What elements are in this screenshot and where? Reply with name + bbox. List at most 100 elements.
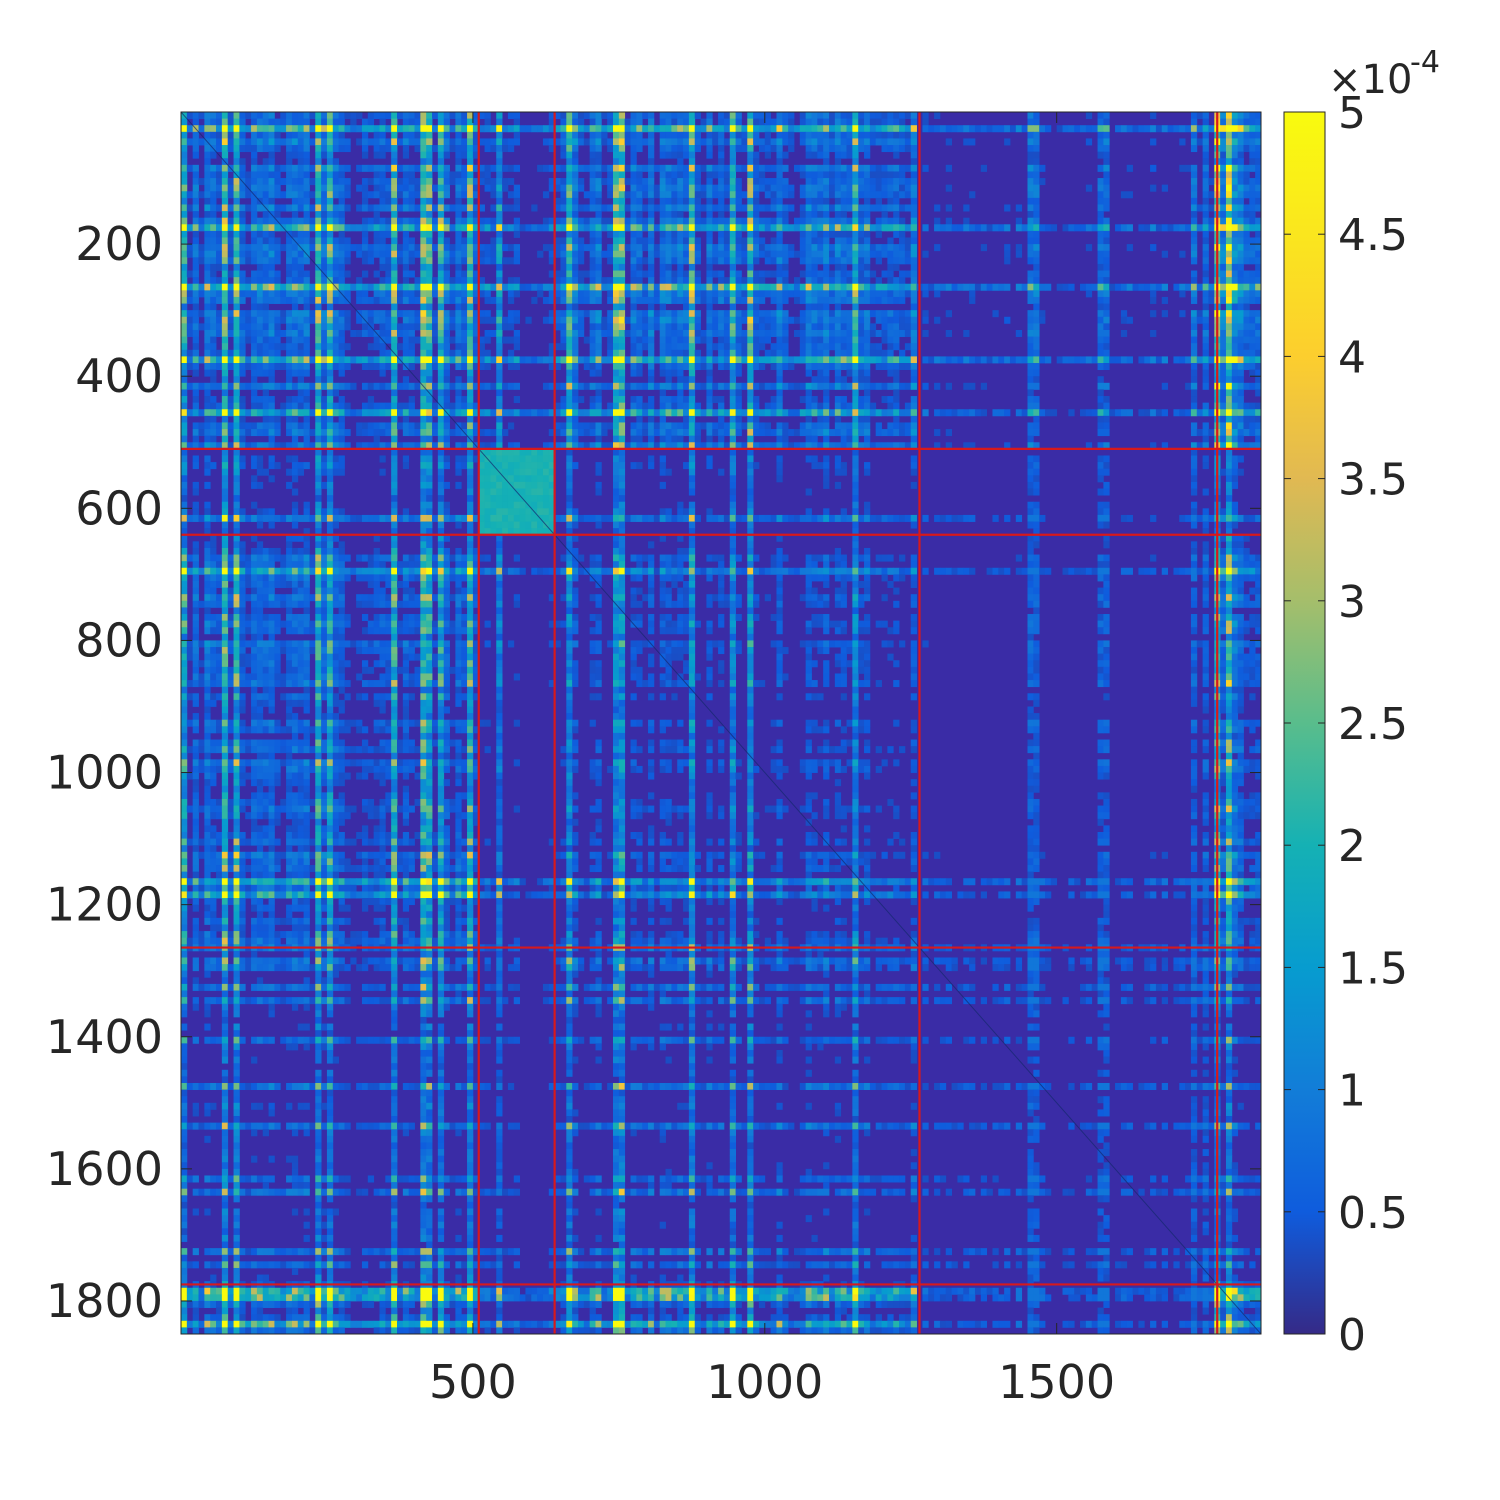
heatmap-cell	[805, 197, 812, 205]
heatmap-cell	[875, 118, 882, 126]
heatmap-cell	[204, 118, 211, 126]
heatmap-cell	[490, 244, 497, 252]
heatmap-cell	[899, 323, 906, 331]
heatmap-cell	[256, 217, 264, 225]
heatmap-cell	[846, 283, 853, 291]
heatmap-cell	[823, 211, 830, 219]
heatmap-cell	[443, 396, 450, 404]
heatmap-cell	[262, 125, 269, 133]
heatmap-cell	[980, 224, 988, 232]
heatmap-cell	[823, 138, 830, 146]
heatmap-cell	[1161, 356, 1168, 364]
heatmap-cell	[566, 382, 573, 390]
heatmap-cell	[840, 396, 847, 404]
heatmap-cell	[286, 204, 293, 212]
heatmap-cell	[840, 164, 847, 172]
heatmap-cell	[420, 217, 427, 225]
heatmap-cell	[1225, 230, 1233, 238]
heatmap-cell	[391, 382, 398, 390]
heatmap-cell	[834, 217, 842, 225]
heatmap-cell	[385, 250, 392, 258]
heatmap-cell	[834, 303, 842, 311]
heatmap-cell	[864, 224, 871, 232]
heatmap-cell	[805, 316, 812, 324]
heatmap-cell	[262, 197, 269, 205]
heatmap-cell	[1249, 290, 1256, 298]
heatmap-cell	[864, 151, 871, 159]
heatmap-cell	[1220, 191, 1227, 199]
heatmap-cell	[852, 349, 859, 357]
heatmap-cell	[256, 164, 264, 172]
heatmap-cell	[426, 211, 433, 219]
heatmap-cell	[262, 131, 269, 139]
heatmap-cell	[899, 244, 906, 252]
heatmap-cell	[1190, 323, 1198, 331]
heatmap-cell	[449, 349, 456, 357]
heatmap-cell	[671, 369, 678, 377]
heatmap-cell	[1103, 217, 1110, 225]
heatmap-cell	[817, 310, 824, 318]
heatmap-cell	[747, 145, 754, 153]
heatmap-cell	[408, 296, 415, 304]
heatmap-cell	[1202, 283, 1209, 291]
heatmap-cell	[315, 131, 322, 139]
heatmap-cell	[1080, 356, 1087, 364]
heatmap-cell	[1144, 356, 1151, 364]
heatmap-cell	[1249, 131, 1256, 139]
heatmap-cell	[484, 316, 491, 324]
heatmap-cell	[484, 363, 491, 371]
heatmap-cell	[280, 178, 287, 186]
heatmap-cell	[443, 270, 450, 278]
heatmap-cell	[402, 171, 410, 179]
heatmap-cell	[251, 217, 258, 225]
heatmap-cell	[817, 343, 824, 351]
heatmap-cell	[408, 382, 415, 390]
heatmap-cell	[776, 296, 783, 304]
heatmap-cell	[607, 296, 614, 304]
heatmap-cell	[262, 217, 269, 225]
heatmap-cell	[233, 329, 240, 337]
heatmap-cell	[315, 376, 322, 384]
heatmap-cell	[496, 158, 503, 166]
heatmap-cell	[630, 211, 637, 219]
heatmap-cell	[665, 363, 672, 371]
heatmap-cell	[1039, 316, 1046, 324]
heatmap-cell	[589, 237, 596, 245]
heatmap-cell	[735, 316, 742, 324]
heatmap-cell	[443, 356, 450, 364]
heatmap-cell	[1225, 224, 1233, 232]
heatmap-cell	[496, 349, 503, 357]
heatmap-cell	[1033, 164, 1040, 172]
heatmap-cell	[910, 191, 917, 199]
heatmap-cell	[1237, 270, 1244, 278]
heatmap-cell	[706, 349, 713, 357]
heatmap-cell	[502, 204, 509, 212]
heatmap-cell	[233, 277, 240, 285]
heatmap-cell	[1225, 131, 1233, 139]
heatmap-cell	[1167, 125, 1174, 133]
heatmap-cell	[256, 178, 264, 186]
heatmap-cell	[449, 283, 456, 291]
heatmap-cell	[402, 382, 410, 390]
heatmap-cell	[554, 283, 561, 291]
heatmap-cell	[864, 184, 871, 192]
heatmap-cell	[1115, 224, 1122, 232]
heatmap-cell	[718, 396, 725, 404]
heatmap-cell	[776, 145, 783, 153]
heatmap-cell	[875, 131, 882, 139]
heatmap-cell	[659, 283, 666, 291]
heatmap-cell	[280, 329, 287, 337]
heatmap-cell	[829, 343, 836, 351]
heatmap-cell	[484, 349, 491, 357]
heatmap-cell	[969, 356, 976, 364]
heatmap-cell	[461, 336, 468, 344]
heatmap-cell	[829, 131, 836, 139]
heatmap-cell	[899, 191, 906, 199]
heatmap-cell	[507, 125, 515, 133]
heatmap-cell	[823, 204, 830, 212]
heatmap-cell	[618, 329, 626, 337]
heatmap-cell	[747, 197, 754, 205]
heatmap-cell	[361, 224, 369, 232]
heatmap-cell	[572, 224, 579, 232]
heatmap-cell	[1190, 224, 1198, 232]
